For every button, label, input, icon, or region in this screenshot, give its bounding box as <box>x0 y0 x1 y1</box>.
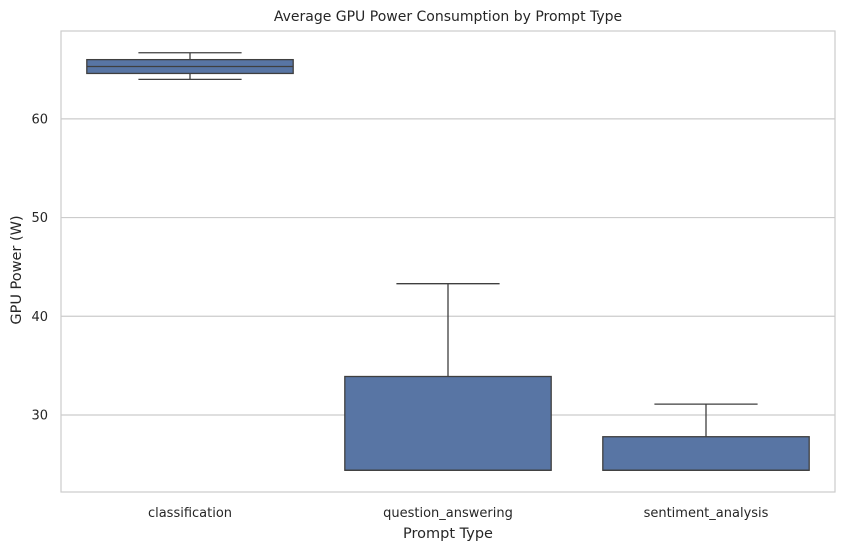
boxes <box>86 52 810 471</box>
iqr-box <box>602 436 810 471</box>
y-axis-label: GPU Power (W) <box>9 215 25 324</box>
box-classification <box>86 52 294 81</box>
x-axis-label: Prompt Type <box>403 526 493 542</box>
box-sentiment_analysis <box>602 403 810 471</box>
plot-frame <box>60 30 836 493</box>
y-tick-label: 50 <box>31 211 48 226</box>
x-tick-label: sentiment_analysis <box>644 506 769 521</box>
x-tick-label: question_answering <box>383 506 513 521</box>
x-tick-labels: classification question_answering sentimen… <box>148 506 769 521</box>
y-tick-label: 40 <box>31 310 48 325</box>
y-tick-labels: 30 40 50 60 <box>31 112 48 423</box>
y-tick-label: 60 <box>31 112 48 127</box>
iqr-box <box>344 375 552 471</box>
y-tick-label: 30 <box>31 409 48 424</box>
chart-title: Average GPU Power Consumption by Prompt … <box>274 9 622 25</box>
box-question_answering <box>344 283 552 471</box>
x-tick-label: classification <box>148 506 232 521</box>
